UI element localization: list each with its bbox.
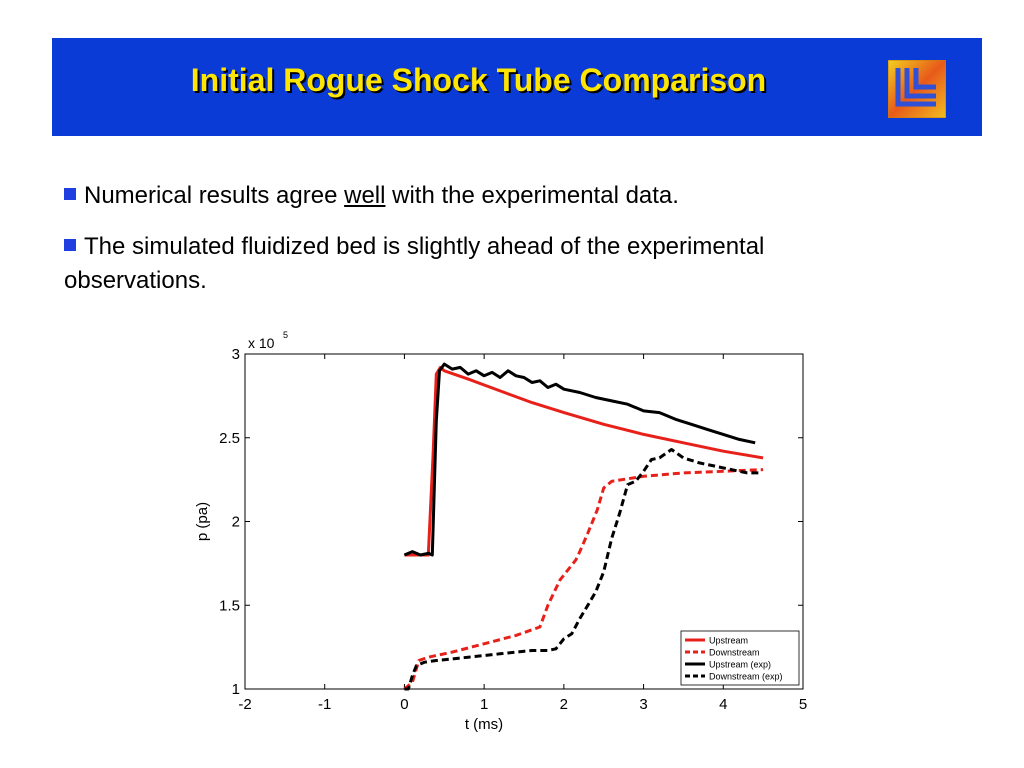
y-tick-label: 2.5	[219, 430, 240, 447]
x-tick-label: 4	[719, 696, 727, 713]
x-tick-label: 5	[799, 696, 807, 713]
legend: Upstream Downstream Upstream (exp) Downstre…	[680, 630, 800, 686]
legend-label-4: Downstream (exp)	[709, 672, 783, 682]
series-line-3	[403, 362, 756, 557]
bullet-1-text-a: Numerical results agree	[84, 182, 345, 209]
series-line-4	[404, 448, 760, 691]
x-tick-label: -2	[238, 696, 251, 713]
x-tick-label: 3	[639, 696, 647, 713]
square-bullet-icon	[64, 188, 76, 200]
axis-ticks: -2 -1 0 1 2 3 4 5 1 1.5 2 2.5 3	[219, 346, 807, 713]
x-tick-label: 2	[560, 696, 568, 713]
x-tick-label: 1	[480, 696, 488, 713]
series-line-2	[403, 468, 764, 691]
legend-label-1: Upstream	[709, 636, 748, 646]
y-exponent-label: x 10	[248, 335, 275, 351]
y-axis-label: p (pa)	[194, 502, 211, 541]
series-layer	[403, 362, 764, 691]
bullet-2: The simulated fluidized bed is slightly …	[64, 230, 784, 298]
pressure-chart: -2 -1 0 1 2 3 4 5 1 1.5 2 2.5 3 x 10 5 t (ms) p (pa)…	[194, 330, 807, 733]
y-tick-label: 1.5	[219, 597, 240, 614]
y-tick-label: 3	[232, 346, 240, 363]
bullet-1-text-b: with the experimental data.	[385, 182, 679, 209]
y-exponent-power: 5	[283, 330, 288, 340]
y-tick-label: 2	[232, 514, 240, 531]
slide-title: Initial Rogue Shock Tube Comparison	[190, 62, 767, 98]
y-tick-label: 1	[232, 681, 240, 698]
bullet-2-text: The simulated fluidized bed is slightly …	[64, 233, 765, 294]
institution-logo-icon	[888, 60, 946, 118]
square-bullet-icon	[64, 239, 76, 251]
bullet-1: Numerical results agree well with the ex…	[64, 179, 679, 213]
legend-label-3: Upstream (exp)	[709, 660, 771, 670]
bullet-1-emphasis: well	[344, 182, 386, 209]
title-bar	[52, 38, 982, 136]
x-axis-label: t (ms)	[465, 716, 503, 733]
x-tick-label: -1	[318, 696, 331, 713]
series-line-1	[404, 365, 764, 557]
legend-label-2: Downstream	[709, 648, 760, 658]
x-tick-label: 0	[400, 696, 408, 713]
